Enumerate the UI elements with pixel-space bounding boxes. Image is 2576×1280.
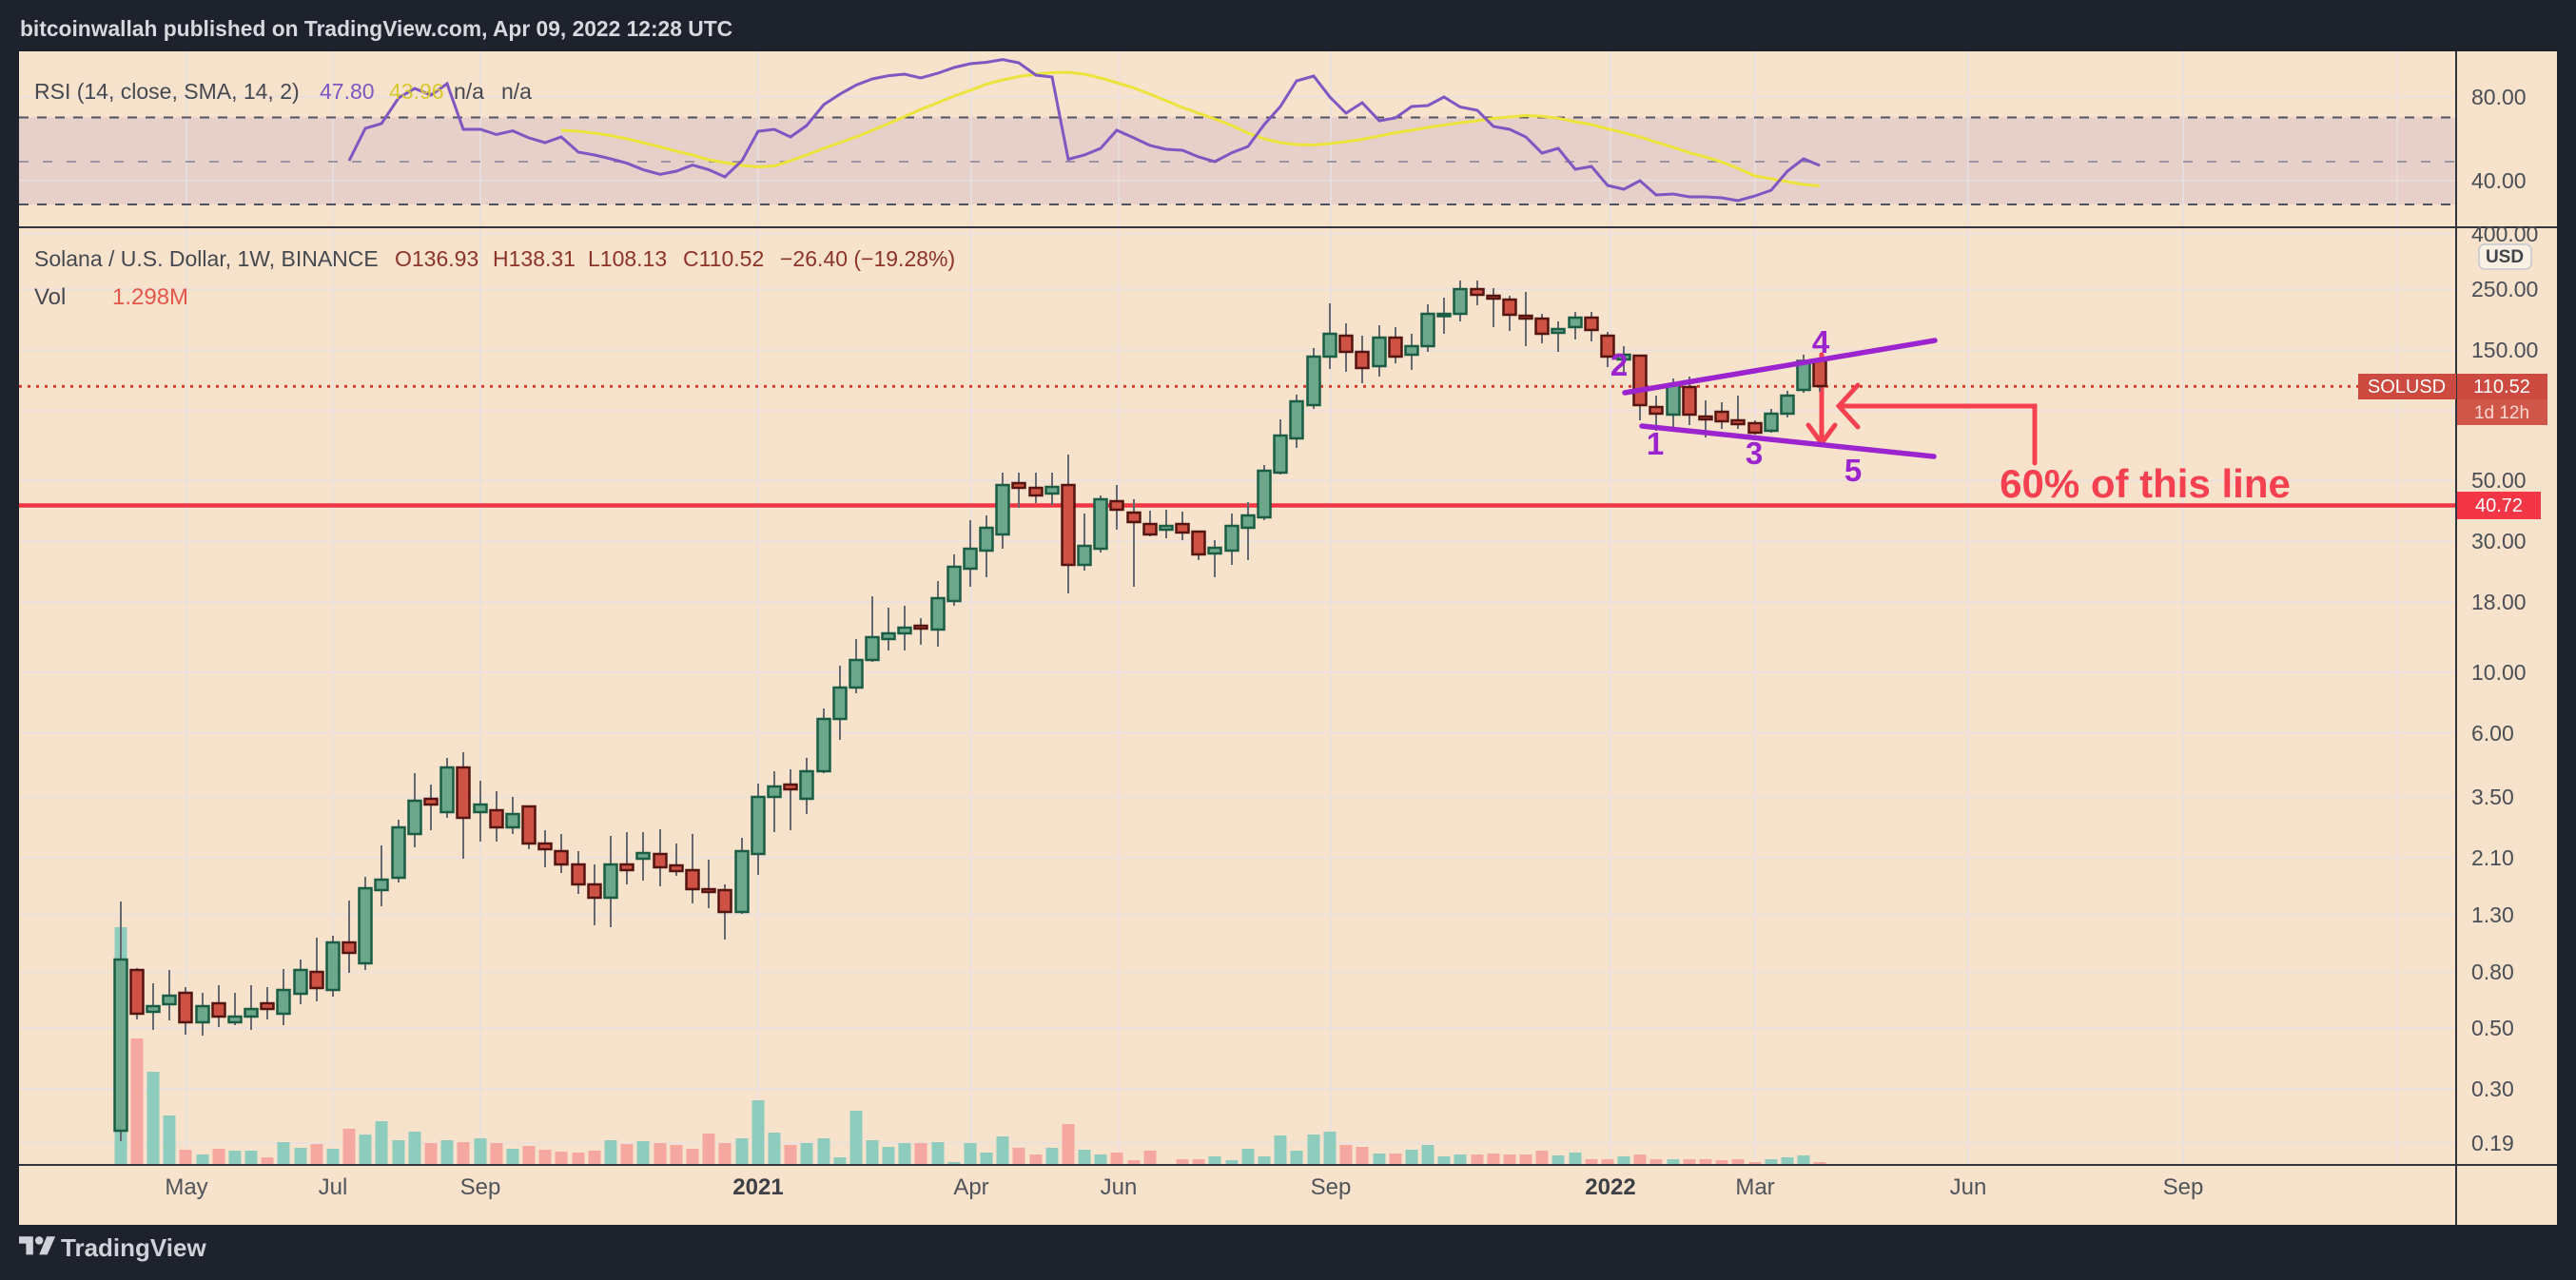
svg-text:6.00: 6.00 — [2471, 721, 2514, 746]
svg-text:SOLUSD: SOLUSD — [2368, 377, 2446, 398]
svg-text:Apr: Apr — [953, 1174, 988, 1200]
svg-text:2022: 2022 — [1585, 1174, 1635, 1200]
svg-text:40.00: 40.00 — [2471, 168, 2527, 193]
svg-text:2021: 2021 — [732, 1174, 783, 1200]
svg-text:TradingView: TradingView — [61, 1233, 206, 1262]
svg-text:RSI (14, close, SMA, 14, 2)47.: RSI (14, close, SMA, 14, 2) 47.80 43.96 n/a… — [34, 79, 532, 104]
svg-text:1: 1 — [1647, 426, 1664, 461]
svg-text:Jul: Jul — [319, 1174, 348, 1200]
svg-text:3.50: 3.50 — [2471, 785, 2514, 809]
svg-text:0.80: 0.80 — [2471, 960, 2514, 984]
svg-text:150.00: 150.00 — [2471, 338, 2538, 362]
svg-text:30.00: 30.00 — [2471, 529, 2527, 553]
svg-text:0.30: 0.30 — [2471, 1076, 2514, 1101]
svg-text:bitcoinwallah published on Tra: bitcoinwallah published on TradingView.c… — [20, 16, 732, 41]
svg-text:2: 2 — [1610, 347, 1628, 382]
svg-text:Solana / U.S. Dollar, 1W, BINA: Solana / U.S. Dollar, 1W, BINANCE — [34, 246, 379, 271]
svg-text:400.00: 400.00 — [2471, 222, 2538, 246]
svg-text:Sep: Sep — [1311, 1174, 1352, 1200]
svg-text:Jun: Jun — [1950, 1174, 1987, 1200]
svg-text:4: 4 — [1812, 324, 1830, 359]
svg-text:10.00: 10.00 — [2471, 660, 2527, 685]
svg-text:0.19: 0.19 — [2471, 1131, 2514, 1155]
svg-text:250.00: 250.00 — [2471, 277, 2538, 301]
svg-text:1.30: 1.30 — [2471, 902, 2514, 927]
svg-text:Jun: Jun — [1101, 1174, 1138, 1200]
svg-text:May: May — [165, 1174, 207, 1200]
svg-text:USD: USD — [2486, 247, 2524, 267]
svg-text:0.50: 0.50 — [2471, 1016, 2514, 1040]
svg-text:2.10: 2.10 — [2471, 845, 2514, 870]
svg-text:60% of this line: 60% of this line — [2000, 461, 2291, 506]
svg-text:80.00: 80.00 — [2471, 85, 2527, 109]
svg-text:Sep: Sep — [460, 1174, 501, 1200]
svg-text:18.00: 18.00 — [2471, 590, 2527, 614]
svg-text:1d 12h: 1d 12h — [2474, 403, 2529, 423]
svg-text:50.00: 50.00 — [2471, 468, 2527, 493]
svg-text:Mar: Mar — [1735, 1174, 1774, 1200]
svg-text:Sep: Sep — [2163, 1174, 2204, 1200]
svg-text:40.72: 40.72 — [2475, 495, 2523, 516]
svg-text:110.52: 110.52 — [2473, 377, 2530, 398]
svg-text:5: 5 — [1844, 453, 1862, 488]
svg-text:3: 3 — [1746, 436, 1763, 471]
